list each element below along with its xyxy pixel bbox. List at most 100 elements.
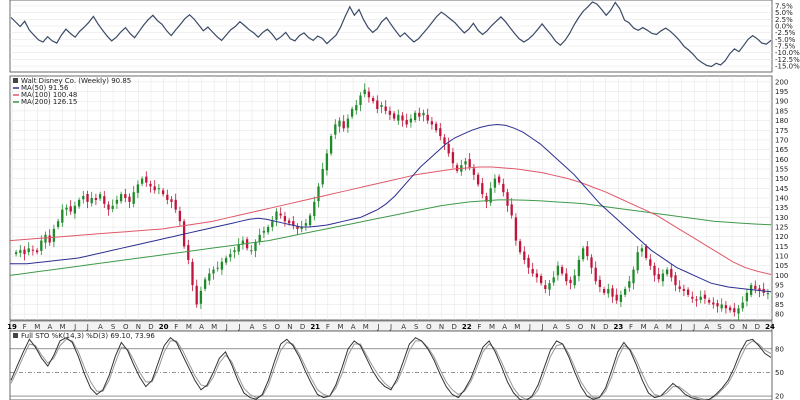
candle-body [665, 269, 669, 275]
candle-body [203, 279, 207, 289]
candle-body [409, 118, 413, 123]
candle-body [468, 159, 471, 168]
candle-body [65, 207, 68, 210]
price-tick-label: 170 [775, 136, 788, 144]
month-label: D [451, 323, 456, 331]
candle-body [632, 269, 635, 284]
price-legend: Walt Disney Co. (Weekly) 90.85 MA(50) 91… [13, 77, 131, 106]
candle-body [241, 240, 245, 245]
price-tick-label: 130 [775, 214, 788, 222]
candle-body [216, 267, 219, 269]
candle-body [728, 307, 732, 311]
candle-body [233, 250, 236, 253]
candle-body [153, 186, 156, 191]
price-tick-label: 110 [775, 253, 788, 261]
candle-body [266, 227, 270, 233]
candle-body [481, 183, 484, 195]
candle-body [531, 269, 534, 274]
month-label: A [401, 323, 406, 331]
candle-body [607, 288, 610, 294]
price-tick-label: 135 [775, 204, 788, 212]
candle-body [170, 199, 173, 202]
candle-body [367, 91, 371, 98]
price-tick-label: 160 [775, 156, 788, 164]
price-tick-label: 155 [775, 165, 788, 173]
candle-body [376, 100, 379, 109]
price-tick-label: 165 [775, 146, 788, 154]
month-label: O [426, 323, 432, 331]
price-tick-label: 100 [775, 272, 788, 280]
stochastic-label-swatch [13, 333, 18, 338]
month-label: J [692, 323, 695, 331]
candle-body [27, 248, 30, 253]
month-label: M [60, 323, 66, 331]
candle-body [518, 241, 522, 253]
candle-body [716, 303, 719, 307]
candle-body [506, 192, 509, 206]
candle-body [695, 299, 698, 301]
month-label: A [704, 323, 709, 331]
stochastic-k-line [10, 336, 772, 400]
candle-body [77, 199, 81, 207]
candle-body [355, 105, 358, 111]
month-label: A [48, 323, 53, 331]
relative-tick-label: 0.0% [775, 23, 793, 31]
candle-body [510, 204, 513, 216]
candle-body [577, 259, 581, 277]
candle-body [443, 137, 446, 144]
month-label: O [578, 323, 584, 331]
candle-body [187, 245, 190, 260]
candle-body [334, 124, 337, 135]
month-label: M [34, 323, 40, 331]
candle-body [397, 114, 400, 121]
candle-body [569, 279, 572, 284]
stochastic-tick-label: 20 [775, 393, 784, 400]
candle-body [401, 115, 404, 121]
price-tick-label: 90 [775, 291, 784, 299]
month-label: A [553, 323, 558, 331]
month-label: M [489, 323, 495, 331]
month-label: S [414, 323, 419, 331]
candle-body [237, 244, 240, 252]
price-tick-label: 190 [775, 98, 788, 106]
month-label: J [225, 323, 228, 331]
candlesticks [14, 83, 770, 320]
candle-body [586, 246, 589, 257]
month-label: J [528, 323, 531, 331]
candle-body [90, 198, 93, 204]
relative-tick-label: -2.5% [775, 29, 796, 37]
candle-body [418, 112, 421, 117]
relative-y-axis: 7.5%5.0%2.5%0.0%-2.5%-5.0%-7.5%-10.0%-12… [775, 3, 800, 71]
candle-body [86, 194, 89, 202]
month-label: M [186, 323, 192, 331]
candle-body [464, 161, 467, 165]
candle-body [107, 204, 110, 210]
candle-body [178, 210, 182, 222]
candle-body [149, 183, 152, 187]
candle-body [23, 249, 26, 255]
candle-body [636, 252, 639, 271]
candle-body [212, 269, 215, 274]
candle-body [602, 289, 606, 293]
price-y-axis: 2001951901851801751701651601551501451401… [775, 78, 788, 318]
price-tick-label: 140 [775, 195, 788, 203]
candle-body [485, 196, 488, 202]
month-label: O [275, 323, 281, 331]
candle-body [317, 186, 320, 202]
candle-body [686, 289, 690, 295]
year-label: 23 [614, 323, 624, 331]
month-label: A [199, 323, 204, 331]
candle-body [287, 220, 291, 224]
candle-body [103, 196, 106, 204]
candle-body [657, 274, 660, 280]
candle-body [451, 152, 455, 164]
candle-body [35, 250, 39, 253]
chart-title: Walt Disney Co. (Weekly) 90.85 [21, 77, 131, 85]
month-label: M [514, 323, 520, 331]
candle-body [628, 281, 631, 288]
month-label: J [237, 323, 240, 331]
candle-body [363, 89, 366, 95]
candle-body [40, 240, 43, 251]
candle-body [275, 211, 278, 220]
candle-body [229, 254, 232, 258]
